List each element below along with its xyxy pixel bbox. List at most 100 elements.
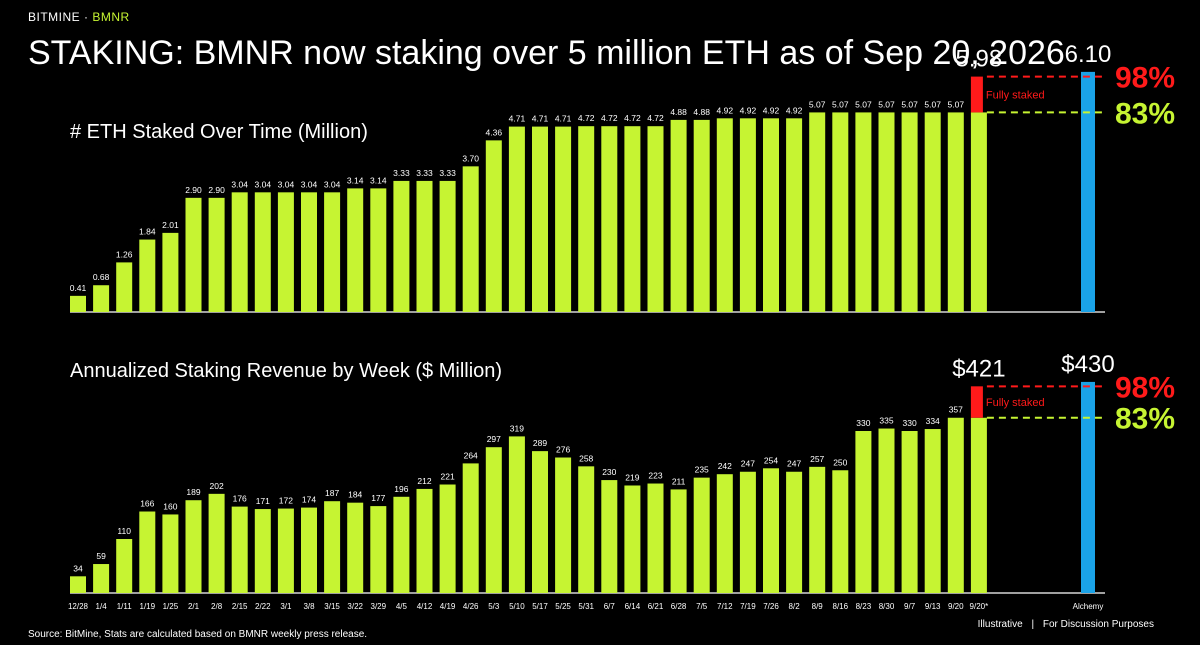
alchemy-bar	[1081, 71, 1095, 312]
x-tick-label: 5/31	[578, 602, 594, 611]
x-tick-label: 7/19	[740, 602, 756, 611]
bar	[878, 112, 895, 313]
bar	[763, 468, 779, 593]
x-tick-label-alchemy: Alchemy	[1073, 602, 1104, 611]
data-label: 247	[741, 459, 755, 469]
data-label: 2.01	[162, 220, 179, 230]
data-label: 4.71	[509, 114, 526, 124]
x-tick-label: 6/7	[604, 602, 616, 611]
bar	[439, 484, 456, 593]
x-tick-label: 9/13	[925, 602, 941, 611]
bar	[763, 118, 779, 312]
data-label: 2.90	[185, 185, 202, 195]
x-tick-label: 3/15	[324, 602, 340, 611]
data-label: 2.90	[208, 185, 225, 195]
data-label: 171	[256, 496, 270, 506]
bar	[254, 509, 271, 593]
bar	[254, 192, 271, 312]
data-label: 276	[556, 445, 570, 455]
bar	[116, 262, 133, 312]
x-tick-label: 1/25	[163, 602, 179, 611]
bar	[601, 480, 618, 593]
data-label: 3.04	[231, 179, 248, 189]
source-note: Source: BitMine, Stats are calculated ba…	[28, 629, 368, 640]
bar	[231, 192, 248, 312]
brand-separator: ·	[84, 10, 89, 24]
bar	[462, 166, 479, 312]
data-label: 166	[140, 499, 154, 509]
bar	[324, 192, 341, 312]
page-title: STAKING: BMNR now staking over 5 million…	[28, 34, 1065, 72]
data-label: 4.72	[624, 113, 641, 123]
bar	[93, 564, 110, 593]
bar	[970, 112, 987, 313]
data-label: 264	[464, 450, 478, 460]
data-label: 219	[625, 472, 639, 482]
data-label: 189	[186, 487, 200, 497]
data-label: 4.72	[578, 113, 595, 123]
bar	[647, 483, 664, 593]
alchemy-value-label: 6.10	[1065, 41, 1112, 68]
data-label: 4.92	[740, 105, 757, 115]
bar	[670, 119, 687, 313]
data-label: 34	[73, 563, 83, 573]
disclaimer: Illustrative | For Discussion Purposes	[978, 619, 1154, 630]
data-label: 242	[718, 461, 732, 471]
data-label: 177	[371, 493, 385, 503]
data-label: 247	[787, 459, 801, 469]
x-tick-label: 4/5	[396, 602, 408, 611]
data-label: 174	[302, 495, 316, 505]
data-label: 258	[579, 453, 593, 463]
bar	[555, 457, 572, 593]
data-label: 3.70	[462, 153, 479, 163]
x-tick-label: 7/26	[763, 602, 779, 611]
bar	[508, 126, 525, 312]
x-tick-label: 3/29	[371, 602, 387, 611]
data-label: 4.88	[670, 107, 687, 117]
data-label: 184	[348, 490, 362, 500]
fully-staked-segment	[970, 386, 983, 418]
data-label: 4.71	[532, 114, 549, 124]
x-tick-label: 12/28	[68, 602, 89, 611]
bar	[693, 477, 710, 593]
bar	[970, 417, 987, 593]
alchemy-bar	[1081, 381, 1095, 593]
bar	[185, 500, 202, 593]
x-tick-label: 8/23	[856, 602, 872, 611]
fully-staked-text: Fully staked	[986, 397, 1045, 409]
data-label: 223	[648, 471, 662, 481]
bar	[924, 112, 941, 313]
data-label: 1.26	[116, 249, 133, 259]
bar	[947, 417, 964, 593]
bar	[70, 295, 86, 312]
data-label: 5.07	[948, 99, 965, 109]
bar	[485, 447, 502, 593]
data-label: 250	[833, 457, 847, 467]
bar	[508, 436, 525, 593]
pct-98-label: 98%	[1115, 62, 1175, 95]
fully-staked-label: 5.98	[956, 46, 1003, 73]
data-label: 330	[903, 418, 917, 428]
bar	[578, 126, 595, 312]
data-label: 211	[672, 476, 686, 486]
x-tick-label: 5/10	[509, 602, 525, 611]
bar	[624, 126, 641, 312]
bar	[878, 428, 895, 593]
data-label: 3.14	[347, 175, 364, 185]
data-label: 5.07	[832, 99, 849, 109]
x-tick-label: 8/9	[812, 602, 824, 611]
bar	[716, 474, 733, 593]
x-tick-label: 2/8	[211, 602, 223, 611]
bar	[855, 431, 872, 593]
illustrative-label: Illustrative	[977, 619, 1023, 630]
x-tick-label: 5/17	[532, 602, 548, 611]
data-label: 357	[949, 405, 963, 415]
brand: BITMINE · BMNR	[28, 10, 130, 24]
bar	[947, 112, 964, 313]
x-tick-label: 2/1	[188, 602, 200, 611]
x-tick-label: 1/11	[117, 602, 133, 611]
x-tick-label: 2/15	[232, 602, 248, 611]
disclaimer-divider: |	[1031, 619, 1035, 630]
bar	[162, 232, 179, 312]
